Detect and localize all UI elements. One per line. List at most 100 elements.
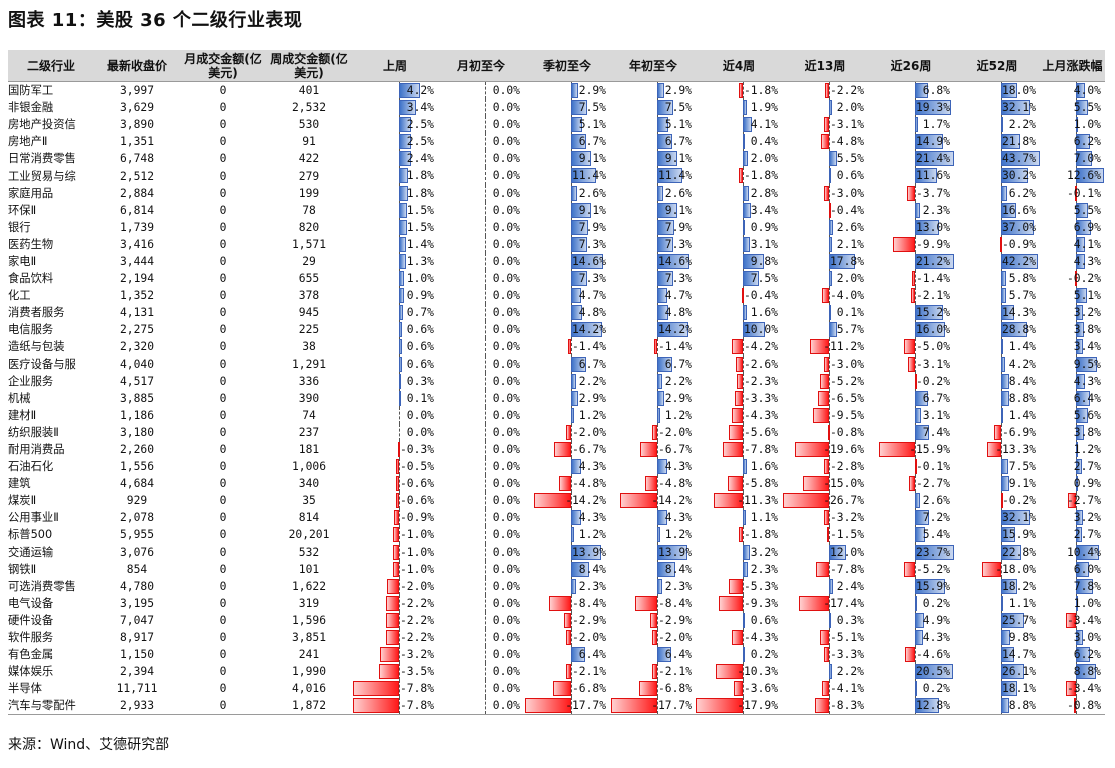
bar-value-label: -3.4% [1066,682,1101,696]
bar-cell: -1.4% [868,270,954,288]
zero-axis [485,680,487,698]
bar-cell: -2.9% [610,611,696,629]
bar-value-label: 3.4% [750,203,778,217]
negative-bar [736,356,744,372]
value-cell: 1,739 [119,220,154,234]
positive-bar [829,100,833,116]
bar-cell: 2.8% [696,184,782,202]
positive-bar [915,544,954,560]
positive-bar [1075,151,1092,167]
bar-value-label: 0.1% [836,306,864,320]
positive-bar [399,202,407,218]
value-cell: 1,556 [119,460,154,474]
bar-value-label: 6.2% [1008,186,1036,200]
positive-bar [571,407,574,423]
value-cell: 2,394 [119,665,154,679]
value-cell: 0 [219,665,227,679]
positive-bar [829,322,838,338]
bar-value-label: -8.4% [571,596,606,610]
bar-cell: -5.8% [696,475,782,493]
negative-bar [820,630,830,645]
zero-axis [399,543,401,561]
bar-value-label: -2.2% [829,84,864,97]
bar-cell: 21.8% [954,133,1040,151]
bar-cell: 4.3% [610,458,696,476]
bar-value-label: 0.0% [492,220,520,234]
positive-bar [915,83,928,98]
value-cell: 0 [219,289,227,303]
bar-cell: -6.8% [524,680,610,698]
bar-value-label: 19.3% [915,101,950,115]
bar-cell: -15.0% [782,475,868,493]
positive-bar [657,236,673,252]
bar-value-label: -2.0% [571,631,606,644]
bar-cell: -4.3% [696,406,782,424]
zero-axis [399,406,401,424]
value-cell: 6,748 [119,152,154,166]
value-cell: 0 [219,254,227,268]
zero-axis [485,338,487,356]
zero-axis [485,304,487,322]
bar-value-label: -0.1% [1066,186,1101,200]
bar-value-label: 6.7% [922,391,950,405]
bar-value-label: 5.1% [1073,289,1101,303]
bar-cell: -1.4% [610,338,696,356]
zero-axis [743,594,745,612]
zero-axis [485,235,487,253]
value-cell: 0 [219,237,227,251]
bar-value-label: 2.9% [578,84,606,97]
positive-bar [1001,647,1015,663]
bar-cell: 0.0% [438,201,524,219]
bar-cell: 0.9% [696,218,782,236]
bar-value-label: 0.0% [492,579,520,593]
bar-cell: 0.0% [438,663,524,681]
bar-value-label: 0.0% [492,648,520,662]
bar-value-label: 14.3% [1001,306,1036,320]
zero-axis [485,611,487,629]
negative-bar [782,493,830,509]
bar-cell: -2.0% [610,423,696,441]
bar-cell: 0.0% [438,116,524,134]
bar-value-label: 4.8% [578,306,606,320]
zero-axis [571,338,573,356]
bar-value-label: 6.0% [1073,562,1101,576]
bar-value-label: -2.1% [657,665,692,679]
value-cell: 0 [219,101,227,115]
industry-name-cell: 消费者服务 [8,306,65,320]
bar-cell: 3.8% [1040,321,1105,339]
table-row: 企业服务 4,517 0 336 0.3% 0.0% 2.2% 2.2% -2.3% -5.2% -… [8,372,1105,390]
negative-bar [893,236,916,252]
bar-value-label: 3.1% [922,408,950,422]
bar-value-label: 0.9% [1073,477,1101,491]
bar-value-label: 1.9% [750,101,778,115]
table-row: 银行 1,739 0 820 1.5% 0.0% 7.9% 7.9% 0.9% 2.6% 13.0%… [8,218,1105,236]
bar-value-label: -8.4% [657,596,692,610]
zero-axis [829,389,831,407]
positive-bar [1075,339,1084,355]
bar-value-label: 2.0% [836,101,864,115]
bar-value-label: 1.8% [406,186,434,200]
bar-cell: 2.4% [782,577,868,595]
industry-name-cell: 标普500 [8,528,53,542]
zero-axis [1075,697,1077,714]
bar-value-label: 0.0% [492,323,520,337]
zero-axis [743,629,745,647]
bar-cell: 4.9% [868,611,954,629]
negative-bar [794,441,830,457]
bar-cell: -4.3% [696,629,782,647]
bar-value-label: 2.6% [664,186,692,200]
negative-bar [1075,271,1078,287]
positive-bar [657,322,688,338]
zero-axis [485,270,487,288]
bar-value-label: 5.5% [1073,203,1101,217]
bar-value-label: -7.8% [829,562,864,576]
value-cell: 1,150 [119,648,154,662]
positive-bar [1075,647,1090,663]
table-row: 媒体娱乐 2,394 0 1,990 -3.5% 0.0% -2.1% -2.1% -10.3%… [8,663,1105,681]
zero-axis [657,475,659,493]
bar-cell: 5.5% [1040,201,1105,219]
bar-cell: 1.1% [954,594,1040,612]
bar-cell: 0.6% [352,338,438,356]
zero-axis [657,594,659,612]
bar-value-label: 0.0% [492,237,520,251]
